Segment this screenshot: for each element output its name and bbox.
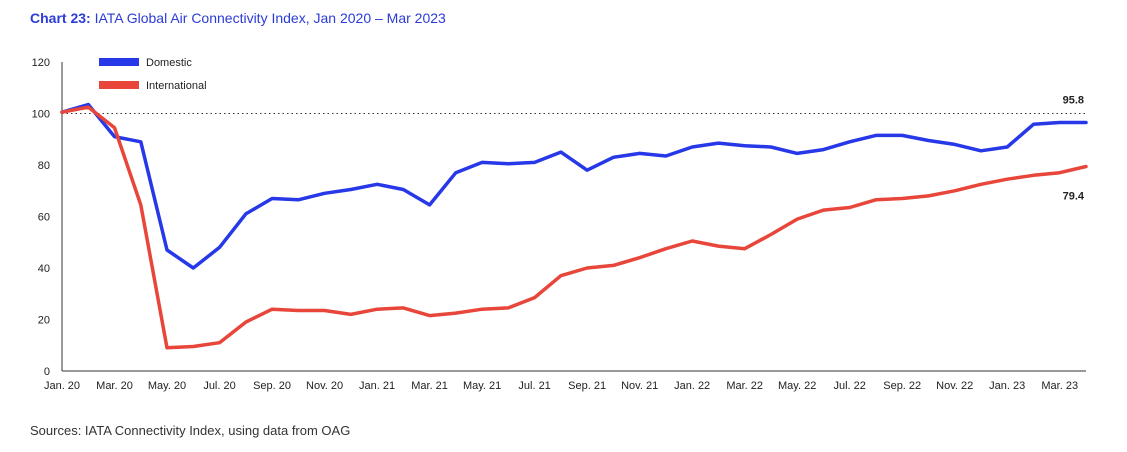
x-tick-label: Jan. 21 bbox=[359, 380, 395, 392]
chart-number: Chart 23: bbox=[30, 10, 91, 26]
x-tick-label: Mar. 22 bbox=[726, 380, 763, 392]
x-tick-label: Jan. 22 bbox=[674, 380, 710, 392]
x-tick-label: Jul. 22 bbox=[833, 380, 865, 392]
x-tick-label: Jan. 20 bbox=[44, 380, 80, 392]
y-tick-label-120: 120 bbox=[32, 57, 50, 69]
y-tick-label-20: 20 bbox=[38, 315, 50, 327]
y-tick-label-80: 80 bbox=[38, 160, 50, 172]
x-tick-label: May. 20 bbox=[148, 380, 186, 392]
y-tick-label-60: 60 bbox=[38, 212, 50, 224]
y-tick-label-0: 0 bbox=[44, 366, 50, 378]
x-tick-label: Jul. 20 bbox=[203, 380, 235, 392]
x-tick-label: Jan. 23 bbox=[989, 380, 1025, 392]
x-tick-label: Sep. 20 bbox=[253, 380, 291, 392]
x-tick-label: May. 22 bbox=[778, 380, 816, 392]
end-label-domestic: 95.8 bbox=[1063, 95, 1084, 107]
x-tick-label: Mar. 23 bbox=[1041, 380, 1078, 392]
x-tick-label: Mar. 20 bbox=[96, 380, 133, 392]
source-note: Sources: IATA Connectivity Index, using … bbox=[30, 423, 351, 438]
y-tick-label-100: 100 bbox=[32, 109, 50, 121]
chart-title-text: IATA Global Air Connectivity Index, Jan … bbox=[94, 10, 446, 26]
x-tick-label: Nov. 20 bbox=[306, 380, 343, 392]
series-line-international bbox=[60, 105, 1088, 350]
x-tick-label: Nov. 22 bbox=[936, 380, 973, 392]
x-tick-label: Mar. 21 bbox=[411, 380, 448, 392]
chart-title: Chart 23: IATA Global Air Connectivity I… bbox=[30, 10, 446, 26]
x-tick-label: Jul. 21 bbox=[518, 380, 550, 392]
legend-swatch-domestic bbox=[99, 58, 139, 66]
legend-swatch-international bbox=[99, 81, 139, 89]
end-label-international: 79.4 bbox=[1063, 191, 1085, 203]
x-tick-label: Sep. 21 bbox=[568, 380, 606, 392]
x-tick-label: Sep. 22 bbox=[883, 380, 921, 392]
x-tick-label: May. 21 bbox=[463, 380, 501, 392]
x-tick-label: Nov. 21 bbox=[621, 380, 658, 392]
legend-label-domestic: Domestic bbox=[146, 57, 192, 69]
y-tick-label-40: 40 bbox=[38, 263, 50, 275]
legend-label-international: International bbox=[146, 80, 207, 92]
series-line-domestic bbox=[60, 102, 1088, 270]
